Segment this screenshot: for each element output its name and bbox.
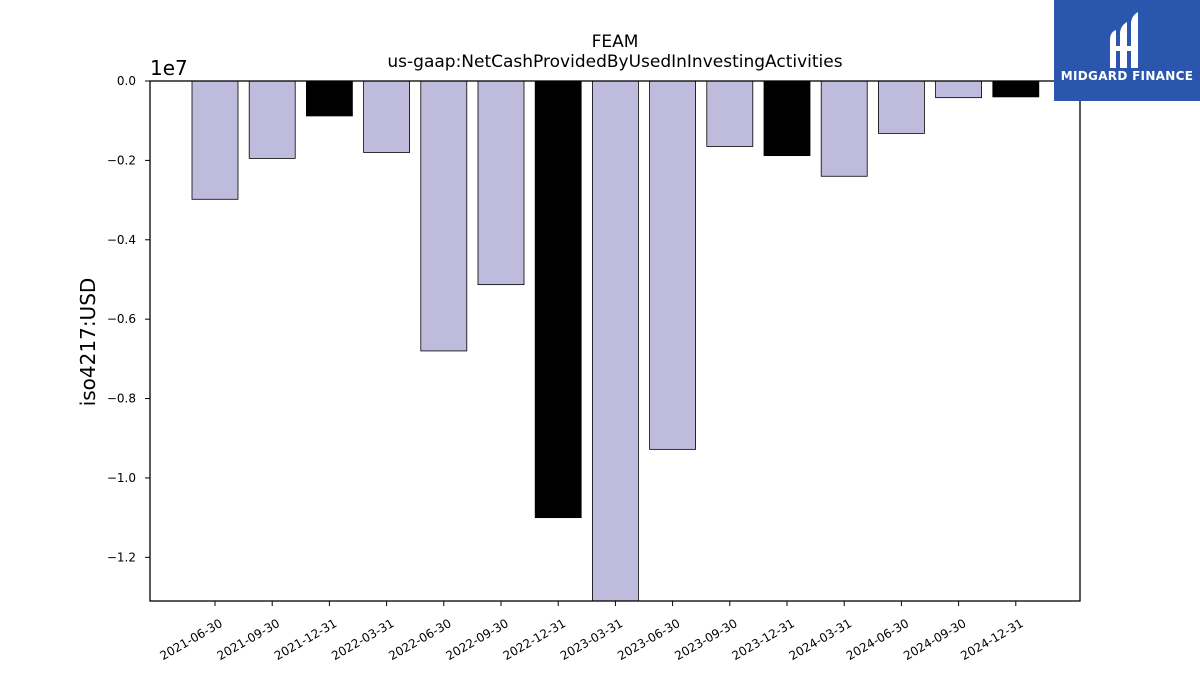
x-tick-label: 2023-12-31: [729, 616, 796, 663]
bar-2024-09-30: [935, 80, 982, 99]
chart-title: FEAM: [591, 32, 639, 52]
x-tick-label: 2022-03-31: [329, 616, 396, 663]
x-tick-label: 2021-09-30: [215, 616, 282, 663]
x-tick-label: 2023-06-30: [615, 616, 682, 663]
bar-2023-06-30: [649, 80, 696, 450]
y-axis-label: iso4217:USD: [76, 277, 100, 407]
midgard-logo-icon: [1110, 12, 1138, 68]
y-tick-label: −0.6: [107, 312, 136, 326]
x-tick-label: 2024-09-30: [901, 616, 968, 663]
bar-2023-09-30: [706, 80, 754, 147]
bar-2022-12-31: [534, 80, 582, 519]
logo-text: MIDGARD FINANCE: [1060, 69, 1194, 83]
bar-2021-12-31: [305, 80, 353, 117]
y-tick-label: −0.2: [107, 153, 136, 167]
bar-2024-06-30: [878, 80, 925, 134]
y-axis-offset-label: 1e7: [150, 56, 188, 80]
x-tick-label: 2023-03-31: [558, 616, 625, 663]
x-tick-label: 2024-03-31: [787, 616, 854, 663]
bar-2021-09-30: [248, 80, 296, 159]
x-tick-label: 2022-09-30: [443, 616, 510, 663]
y-tick-label: 0.0: [117, 74, 136, 88]
y-tick-label: −1.2: [107, 550, 136, 564]
bar-2023-03-31: [592, 80, 639, 602]
bar-2024-12-31: [992, 80, 1040, 98]
chart-subtitle: us-gaap:NetCashProvidedByUsedInInvesting…: [387, 52, 843, 72]
x-tick-label: 2022-12-31: [501, 616, 568, 663]
bar-2022-09-30: [477, 80, 525, 286]
bar-2023-12-31: [763, 80, 811, 157]
x-tick-label: 2023-09-30: [672, 616, 739, 663]
plot-frame: [149, 80, 1081, 602]
x-tick-label: 2021-12-31: [272, 616, 339, 663]
x-tick-label: 2022-06-30: [386, 616, 453, 663]
bar-2021-06-30: [191, 80, 239, 200]
midgard-finance-logo: MIDGARD FINANCE: [1054, 0, 1200, 101]
bar-2022-03-31: [363, 80, 411, 153]
y-tick-label: −1.0: [107, 471, 136, 485]
x-tick-label: 2024-12-31: [958, 616, 1025, 663]
bar-2024-03-31: [820, 80, 868, 177]
x-tick-label: 2021-06-30: [157, 616, 224, 663]
y-tick-label: −0.4: [107, 233, 136, 247]
x-tick-label: 2024-06-30: [844, 616, 911, 663]
y-tick-label: −0.8: [107, 392, 136, 406]
bar-2022-06-30: [420, 80, 468, 352]
